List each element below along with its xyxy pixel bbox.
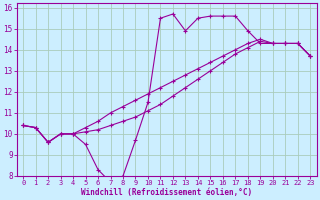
X-axis label: Windchill (Refroidissement éolien,°C): Windchill (Refroidissement éolien,°C)	[81, 188, 252, 197]
